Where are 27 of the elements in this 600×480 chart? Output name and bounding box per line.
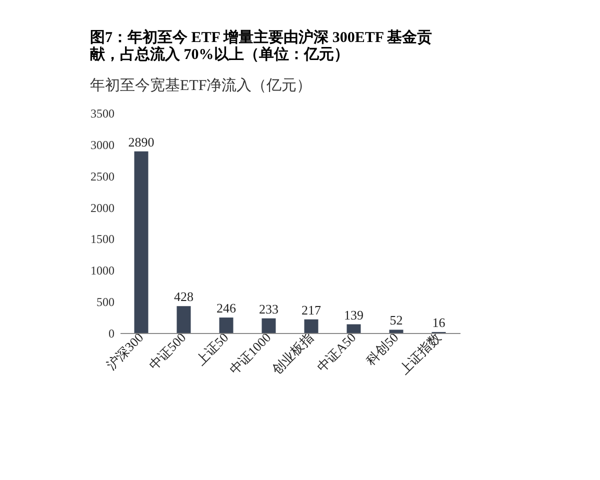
- y-tick-label: 1500: [90, 232, 114, 246]
- data-label: 428: [174, 289, 194, 304]
- data-label: 2890: [128, 134, 154, 150]
- bar: [134, 151, 148, 333]
- y-tick-label: 500: [96, 295, 114, 310]
- y-tick-label: 2500: [90, 169, 114, 184]
- y-tick-label: 0: [108, 326, 114, 340]
- x-tick-label: 中证A50: [314, 330, 359, 375]
- bar: [389, 330, 404, 333]
- chart-subtitle: 年初至今宽基ETF净流入（亿元）: [90, 77, 312, 94]
- data-label: 217: [302, 302, 322, 318]
- y-tick-label: 3000: [90, 138, 114, 152]
- data-label: 246: [216, 300, 236, 316]
- data-label: 139: [344, 307, 364, 322]
- data-label: 16: [432, 314, 446, 330]
- y-tick-label: 1000: [90, 264, 114, 278]
- bar: [304, 319, 318, 333]
- data-label: 52: [390, 312, 403, 328]
- y-tick-label: 3500: [90, 106, 114, 120]
- bar: [219, 318, 234, 333]
- data-label: 233: [259, 301, 278, 316]
- bar: [346, 324, 361, 333]
- bar: [262, 318, 276, 333]
- bar: [176, 306, 191, 333]
- x-tick-label: 中证500: [146, 330, 189, 373]
- chart-title: 图7：年初至今 ETF 增量主要由沪深 300ETF 基金贡献，占总流入 70%以上（单位：亿元）: [90, 28, 432, 63]
- y-tick-label: 2000: [90, 200, 114, 215]
